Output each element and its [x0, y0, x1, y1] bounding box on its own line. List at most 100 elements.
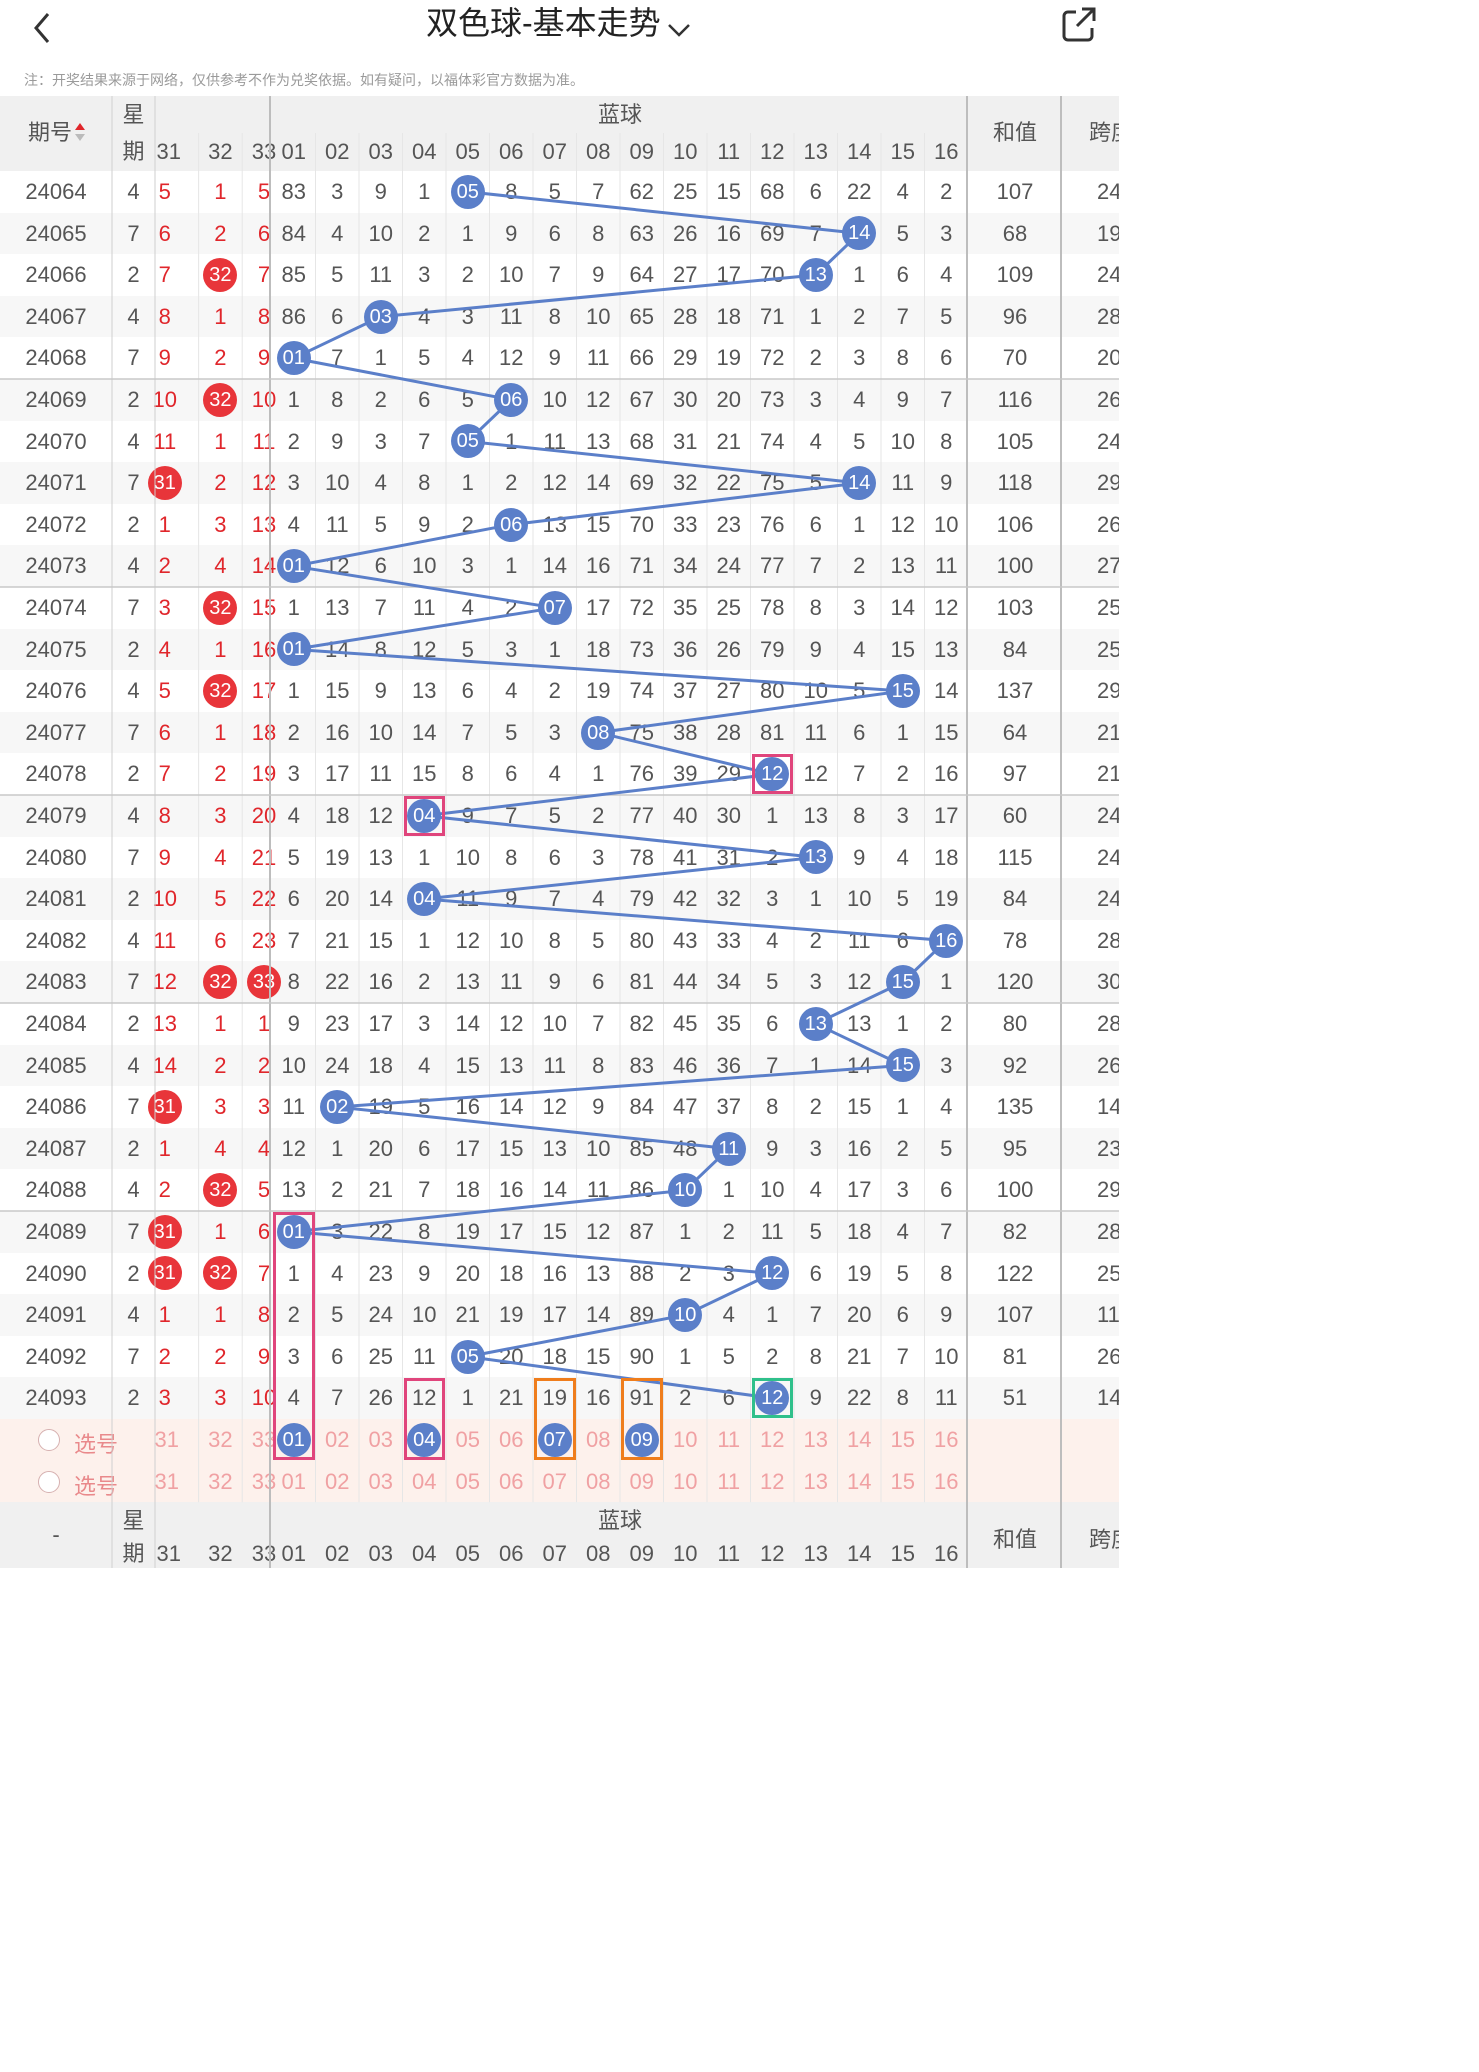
- pick-blue-number[interactable]: 13: [803, 1468, 828, 1494]
- pick-blue-number[interactable]: 12: [760, 1427, 785, 1452]
- blue-cell: 25: [368, 1343, 393, 1369]
- pick-blue-number[interactable]: 03: [368, 1468, 393, 1494]
- pick-red-number[interactable]: 32: [208, 1468, 233, 1494]
- blue-cell: 13: [542, 1135, 567, 1161]
- pick-red-number[interactable]: 33: [251, 1468, 277, 1494]
- red-col-header: 32: [208, 139, 233, 164]
- period-cell: 24065: [25, 220, 87, 246]
- blue-cell: 6: [374, 553, 387, 579]
- pick-blue-number[interactable]: 03: [368, 1427, 393, 1452]
- pick-blue-number[interactable]: 02: [325, 1427, 350, 1452]
- red-cell: 4: [214, 1135, 227, 1161]
- pick-radio[interactable]: [38, 1470, 60, 1493]
- pick-blue-number[interactable]: 07: [542, 1468, 567, 1494]
- week-cell: 4: [127, 303, 140, 329]
- blue-cell: 14: [499, 1094, 524, 1120]
- footer-blue-col: 01: [281, 1541, 306, 1567]
- blue-cell: 8: [331, 387, 344, 412]
- blue-col-header: 16: [934, 139, 959, 164]
- blue-cell: 13: [803, 803, 828, 828]
- blue-cell: 7: [418, 1177, 431, 1203]
- pick-blue-number[interactable]: 15: [890, 1468, 915, 1494]
- blue-cell: 72: [760, 345, 785, 371]
- blue-cell: 9: [896, 387, 909, 412]
- pick-blue-number[interactable]: 10: [673, 1427, 698, 1452]
- pick-blue-selected[interactable]: 01: [276, 1422, 311, 1457]
- pick-blue-number[interactable]: 02: [325, 1468, 350, 1494]
- pick-blue-number[interactable]: 14: [847, 1468, 872, 1494]
- blue-cell: 5: [766, 969, 779, 995]
- blue-cell: 12: [281, 1135, 306, 1161]
- pick-blue-number[interactable]: 06: [499, 1427, 524, 1452]
- blue-cell: 14: [847, 1052, 872, 1078]
- blue-col-header: 03: [368, 139, 393, 164]
- pick-blue-number[interactable]: 09: [629, 1468, 654, 1494]
- pick-blue-number[interactable]: 05: [455, 1468, 480, 1494]
- red-ball: 31: [147, 1090, 182, 1124]
- blue-cell: 9: [548, 345, 561, 371]
- pick-row-label[interactable]: 选号: [74, 1432, 119, 1457]
- sort-icon[interactable]: [74, 122, 86, 142]
- pick-blue-number[interactable]: 16: [934, 1468, 959, 1494]
- share-icon[interactable]: [1058, 4, 1098, 44]
- pick-blue-number[interactable]: 04: [412, 1468, 437, 1494]
- sum-cell: 81: [1002, 1343, 1028, 1369]
- blue-cell: 7: [809, 553, 822, 579]
- pick-blue-selected[interactable]: 04: [407, 1422, 442, 1457]
- pink-highlight-box: [751, 754, 793, 794]
- pick-red-number[interactable]: 33: [251, 1427, 277, 1452]
- pick-blue-number[interactable]: 05: [455, 1427, 480, 1452]
- red-cell: 7: [257, 1260, 271, 1286]
- blue-cell: 6: [548, 220, 561, 246]
- pick-row-label[interactable]: 选号: [74, 1473, 119, 1499]
- pick-blue-number[interactable]: 11: [717, 1468, 741, 1494]
- pick-blue-number[interactable]: 15: [890, 1427, 915, 1452]
- pick-blue-number[interactable]: 12: [760, 1468, 785, 1494]
- blue-cell: 12: [542, 1094, 567, 1120]
- back-icon[interactable]: [22, 6, 62, 46]
- sum-cell: 122: [996, 1260, 1034, 1286]
- pick-blue-number[interactable]: 08: [586, 1468, 611, 1494]
- blue-cell: 22: [847, 179, 872, 204]
- blue-cell: 11: [369, 761, 393, 787]
- blue-cell: 1: [461, 470, 474, 496]
- pick-blue-selected[interactable]: 07: [537, 1422, 572, 1457]
- span-cell: 29: [1097, 678, 1119, 704]
- blue-cell: 21: [368, 1177, 393, 1203]
- blue-cell: 7: [548, 262, 561, 288]
- blue-cell: 11: [412, 1343, 436, 1369]
- pick-blue-number[interactable]: 08: [586, 1427, 611, 1452]
- blue-cell: 16: [586, 553, 611, 579]
- red-cell: 16: [251, 636, 277, 662]
- pick-red-number[interactable]: 31: [154, 1468, 180, 1494]
- blue-ball: 12: [755, 757, 790, 792]
- blue-cell: 4: [505, 678, 518, 704]
- table-row: [0, 545, 1119, 587]
- title-dropdown[interactable]: 双色球-基本走势: [0, 0, 1119, 48]
- blue-cell: 83: [629, 1052, 654, 1078]
- week-cell: 4: [127, 1302, 140, 1328]
- footer-blue-col: 05: [455, 1541, 480, 1567]
- pick-blue-number[interactable]: 16: [934, 1427, 959, 1452]
- pick-blue-number[interactable]: 14: [847, 1427, 872, 1452]
- pick-radio[interactable]: [38, 1429, 60, 1451]
- red-cell: 2: [257, 1052, 271, 1078]
- blue-cell: 7: [287, 927, 300, 953]
- blue-cell: 3: [592, 844, 605, 870]
- pick-blue-number[interactable]: 01: [281, 1468, 306, 1494]
- blue-cell: 90: [629, 1343, 654, 1369]
- pick-blue-number[interactable]: 10: [673, 1468, 698, 1494]
- blue-cell: 76: [629, 761, 654, 787]
- pick-blue-number[interactable]: 11: [717, 1427, 741, 1452]
- pick-red-number[interactable]: 31: [154, 1427, 180, 1452]
- blue-cell: 71: [629, 553, 654, 579]
- pick-blue-selected[interactable]: 09: [624, 1422, 659, 1457]
- pick-blue-number[interactable]: 13: [803, 1427, 828, 1452]
- pick-blue-number[interactable]: 06: [499, 1468, 524, 1494]
- period-header[interactable]: 期号: [27, 120, 72, 145]
- blue-cell: 22: [847, 1385, 872, 1411]
- blue-cell: 8: [896, 1385, 909, 1411]
- pick-red-number[interactable]: 32: [208, 1427, 233, 1452]
- table-row: [0, 1377, 1119, 1419]
- blue-cell: 4: [592, 886, 605, 912]
